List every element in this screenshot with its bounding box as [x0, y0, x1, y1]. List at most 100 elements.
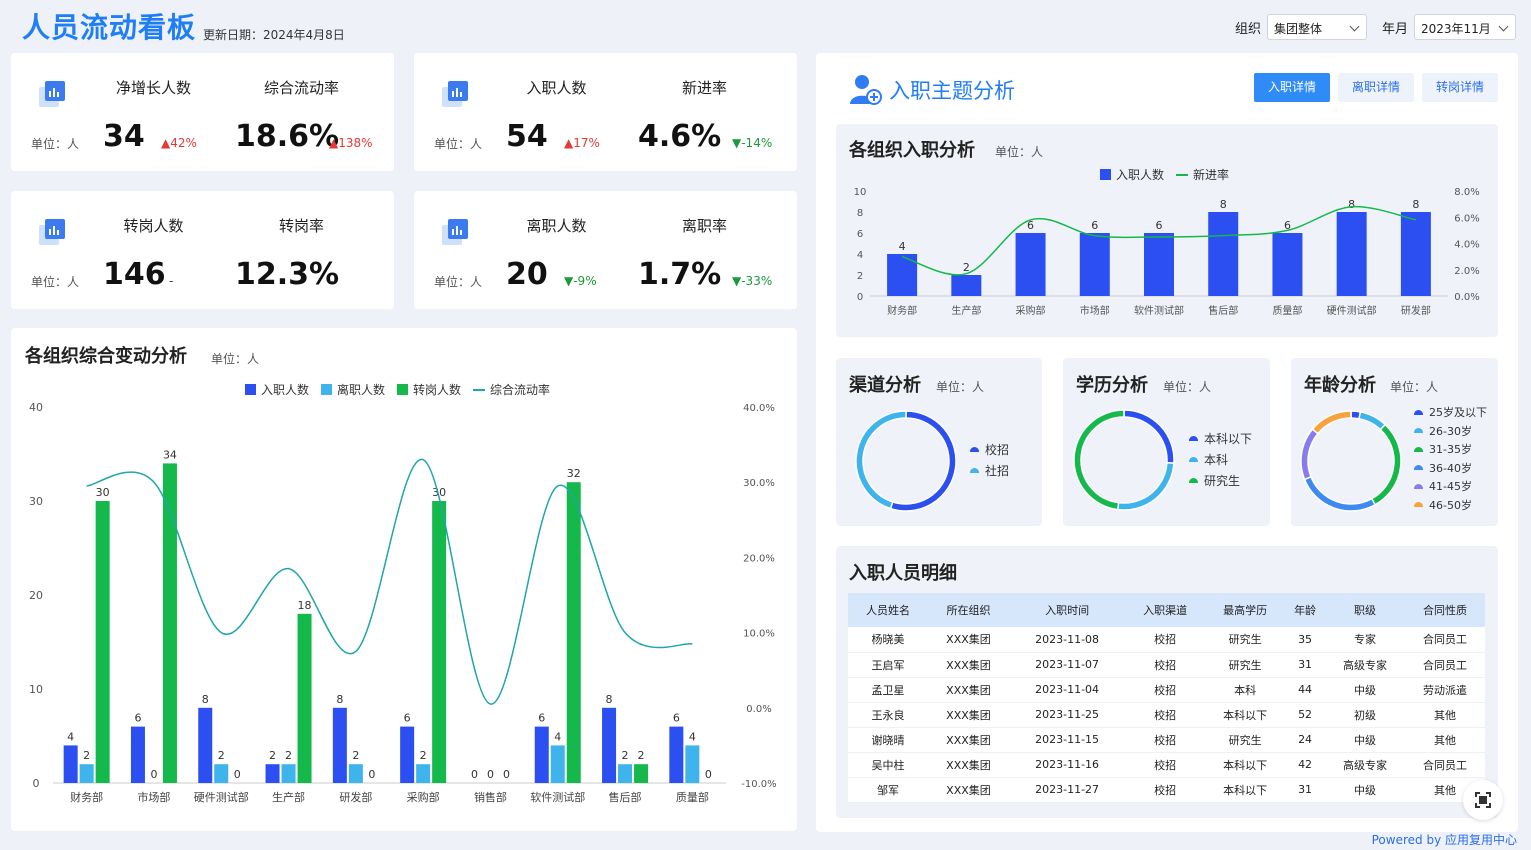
- column-header[interactable]: 职级: [1325, 593, 1405, 627]
- column-header[interactable]: 入职时间: [1009, 593, 1126, 627]
- column-header[interactable]: 所在组织: [927, 593, 1009, 627]
- table-cell: 52: [1285, 702, 1326, 728]
- data-label: 6: [1091, 219, 1098, 232]
- onboard-detail-button[interactable]: 入职详情: [1254, 73, 1330, 102]
- org-select-value: 集团整体: [1274, 22, 1323, 36]
- data-label: 4: [899, 240, 906, 253]
- legend-item[interactable]: 26-30岁: [1414, 422, 1487, 441]
- kpi-value: 146: [103, 257, 166, 292]
- table-cell: 2023-11-16: [1009, 752, 1126, 778]
- table-row[interactable]: 王永良 XXX集团 2023-11-25 校招 本科以下 52 初级 其他: [848, 702, 1485, 728]
- bar: [1144, 233, 1174, 296]
- bar: [332, 707, 347, 783]
- x-tick-label: 采购部: [407, 790, 440, 804]
- legend-item[interactable]: 本科: [1189, 449, 1252, 470]
- kpi-label: 转岗人数: [123, 217, 184, 235]
- table-cell: XXX集团: [927, 652, 1009, 678]
- year-select[interactable]: 2023年11月: [1414, 14, 1516, 40]
- table-row[interactable]: 杨晓美 XXX集团 2023-11-08 校招 研究生 35 专家 合同员工: [848, 627, 1485, 653]
- legend-item[interactable]: 转岗人数: [397, 381, 461, 398]
- table-cell: 谢晓晴: [848, 727, 928, 753]
- table-cell: 24: [1285, 727, 1326, 753]
- org-select[interactable]: 集团整体: [1267, 14, 1367, 40]
- fullscreen-button[interactable]: [1463, 780, 1503, 820]
- data-label: 30: [432, 486, 446, 499]
- column-header[interactable]: 合同性质: [1405, 593, 1485, 627]
- x-tick-label: 生产部: [951, 304, 981, 317]
- year-select-value: 2023年11月: [1421, 22, 1491, 36]
- legend-item[interactable]: 46-50岁: [1414, 496, 1487, 515]
- legend-item[interactable]: 离职人数: [321, 381, 385, 398]
- bar: [1208, 212, 1239, 296]
- data-label: 34: [163, 448, 177, 461]
- kpi-label: 综合流动率: [263, 79, 339, 97]
- y-tick-label: 8: [857, 208, 863, 219]
- column-header[interactable]: 年龄: [1285, 593, 1326, 627]
- legend-item[interactable]: 36-40岁: [1414, 459, 1487, 478]
- page-title: 人员流动看板: [22, 11, 197, 44]
- kpi-label: 转岗率: [278, 217, 324, 235]
- bar: [602, 707, 617, 783]
- legend-item[interactable]: 31-35岁: [1414, 440, 1487, 459]
- legend-item[interactable]: 研究生: [1189, 470, 1252, 491]
- table-row[interactable]: 谢晓晴 XXX集团 2023-11-15 校招 研究生 24 中级 其他: [848, 727, 1485, 753]
- table-row[interactable]: 邹军 XXX集团 2023-11-27 校招 本科以下 31 中级 其他: [848, 777, 1485, 803]
- user-add-icon: [850, 75, 882, 105]
- y-tick-label: 0: [33, 777, 40, 790]
- legend-item[interactable]: 25岁及以下: [1414, 403, 1487, 422]
- rate-line: [86, 458, 693, 705]
- kpi-label: 净增长人数: [115, 79, 191, 97]
- chart-icon: [442, 81, 468, 107]
- pie-slice: [1123, 409, 1175, 464]
- table-cell: 孟卫星: [848, 677, 928, 703]
- bar: [130, 726, 145, 783]
- y2-tick-label: 10.0%: [743, 629, 775, 640]
- chart-icon: [39, 219, 65, 245]
- kpi-change: -: [169, 274, 174, 288]
- legend-item[interactable]: 入职人数: [1100, 166, 1164, 183]
- data-label: 8: [1412, 198, 1419, 211]
- pie-slice: [1358, 411, 1387, 431]
- x-tick-label: 市场部: [1080, 304, 1110, 317]
- powered-by: Powered by 应用复用中心: [1371, 833, 1517, 847]
- legend-item[interactable]: 入职人数: [245, 381, 309, 398]
- data-label: 0: [368, 768, 375, 781]
- data-label: 0: [150, 768, 157, 781]
- data-label: 0: [487, 768, 494, 781]
- data-label: 0: [503, 768, 510, 781]
- table-row[interactable]: 孟卫星 XXX集团 2023-11-04 校招 本科 44 中级 劳动派遣: [848, 677, 1485, 703]
- table-cell: 本科以下: [1205, 702, 1286, 728]
- update-date: 更新日期：2024年4月8日: [203, 28, 345, 42]
- legend-item[interactable]: 本科以下: [1189, 428, 1252, 449]
- legend-item[interactable]: 社招: [970, 460, 1009, 481]
- data-label: 18: [298, 599, 312, 612]
- bar: [951, 275, 982, 296]
- y2-tick-label: -10.0%: [741, 779, 776, 790]
- legend-item[interactable]: 41-45岁: [1414, 477, 1487, 496]
- data-label: 8: [1220, 198, 1227, 211]
- pie-slice: [889, 410, 957, 512]
- kpi-value: 4.6%: [638, 119, 722, 154]
- table-cell: 合同员工: [1405, 752, 1485, 778]
- column-header[interactable]: 人员姓名: [848, 593, 928, 627]
- education-unit: 单位：人: [1163, 380, 1212, 394]
- legend-item[interactable]: 综合流动率: [473, 381, 550, 398]
- leave-detail-button[interactable]: 离职详情: [1338, 73, 1414, 102]
- column-header[interactable]: 最高学历: [1205, 593, 1286, 627]
- table-cell: 杨晓美: [848, 627, 928, 653]
- data-label: 4: [67, 730, 74, 743]
- table-row[interactable]: 吴中柱 XXX集团 2023-11-16 校招 本科以下 42 高级专家 合同员工: [848, 752, 1485, 778]
- column-header[interactable]: 入职渠道: [1125, 593, 1206, 627]
- x-tick-label: 售后部: [1208, 304, 1238, 317]
- data-label: 6: [1284, 219, 1291, 232]
- table-row[interactable]: 王启军 XXX集团 2023-11-07 校招 研究生 31 高级专家 合同员工: [848, 652, 1485, 678]
- x-tick-label: 销售部: [474, 790, 507, 804]
- table-cell: 专家: [1325, 627, 1405, 653]
- table-cell: 2023-11-27: [1009, 777, 1126, 803]
- detail-title: 入职人员明细: [849, 563, 957, 584]
- legend-item[interactable]: 校招: [970, 439, 1009, 460]
- legend-item[interactable]: 新进率: [1176, 166, 1229, 183]
- transfer-detail-button[interactable]: 转岗详情: [1422, 73, 1498, 102]
- channel-title: 渠道分析: [849, 375, 921, 396]
- y2-tick-label: 0.0%: [1454, 292, 1479, 303]
